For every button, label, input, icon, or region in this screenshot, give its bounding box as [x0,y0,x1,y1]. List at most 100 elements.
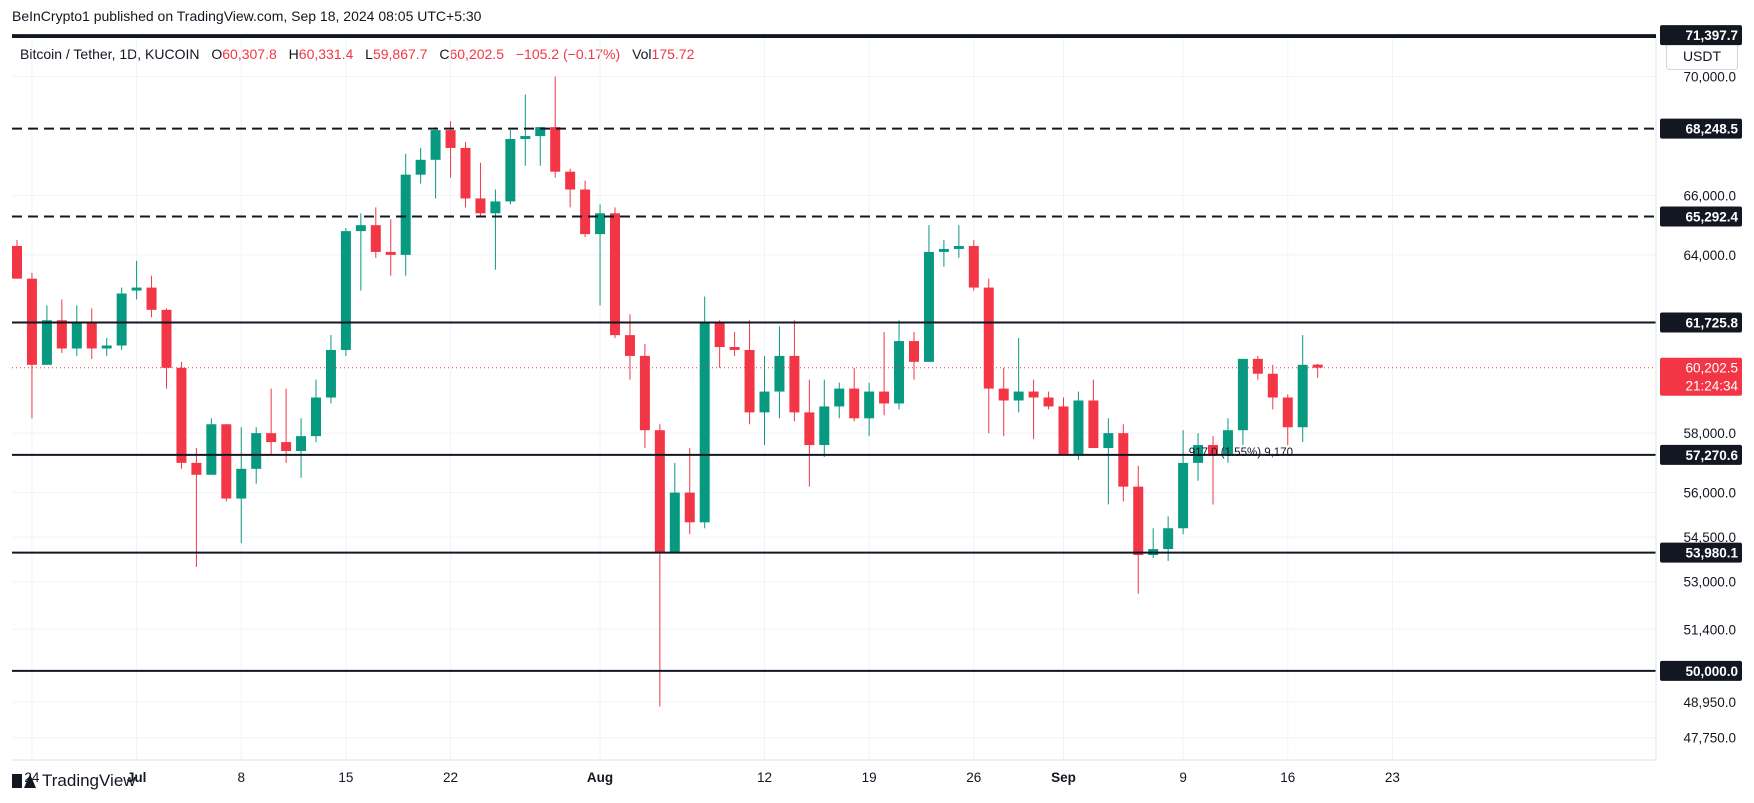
candle-body-down [849,388,860,419]
candle-body-up [1073,400,1084,454]
price-level-tag-label: 57,270.6 [1685,448,1738,463]
price-level-tag-label: 50,000.0 [1685,664,1738,679]
x-tick-label: 22 [443,770,458,785]
candle-body-down [385,251,396,255]
tradingview-logo-icon [12,774,36,788]
x-tick-label: 23 [1385,770,1400,785]
close-label: C [439,46,450,62]
candle-body-down [56,320,67,349]
price-level-tag [1660,118,1742,139]
candle-body-down [1252,358,1263,374]
candle-body-down [654,430,665,553]
price-level-tag [1660,660,1742,681]
x-tick-label: 9 [1179,770,1187,785]
y-tick-label: 66,000.0 [1683,188,1736,203]
candle-body-down [191,462,202,475]
candle-body-up [41,320,52,365]
x-tick-label: 15 [338,770,353,785]
candle-body-up [415,159,426,175]
price-level-tag-label: 61,725.8 [1685,315,1738,330]
candle-body-up [759,391,770,413]
candle-body-up [1163,528,1174,550]
candle-body-down [1058,406,1069,454]
candle-body-up [1297,364,1308,428]
candle-body-down [1088,400,1099,449]
candle-body-down [550,127,561,172]
candle-body-up [1237,358,1248,431]
candle-body-down [968,245,979,288]
candle-body-down [729,347,740,350]
tradingview-logo[interactable]: TradingView [12,771,136,791]
candle-body-down [1133,486,1144,555]
candle-body-up [490,201,501,214]
candle-body-up [325,349,336,398]
candle-body-down [580,189,591,235]
candle-body-up [340,231,351,350]
symbol-label[interactable]: Bitcoin / Tether, 1D, KUCOIN [20,46,200,62]
volume-value: 175.72 [651,46,695,62]
candle-body-down [445,130,456,148]
open-label: O [211,46,223,62]
price-level-tag [1660,312,1742,333]
candle-body-up [699,323,710,523]
candle-body-up [1013,391,1024,401]
candle-body-down [1267,373,1278,398]
x-tick-label: 8 [237,770,245,785]
candle-body-down [1282,397,1293,428]
y-tick-label: 53,000.0 [1683,575,1736,590]
volume-label: Vol [632,46,652,62]
candle-body-down [909,341,919,362]
candle-body-down [146,287,157,310]
candle-body-up [400,174,411,255]
price-level-tag-label: 53,980.1 [1685,546,1738,561]
candle-body-down [714,323,725,348]
candle-body-down [12,245,22,279]
candle-body-down [624,335,635,356]
candle-body-down [475,198,486,214]
candle-body-down [266,433,277,443]
candle-body-down [370,225,381,252]
candle-body-down [460,147,471,199]
candle-body-up [236,468,247,499]
price-level-tag-label: 65,292.4 [1685,209,1738,224]
candle-body-up [894,341,905,404]
candle-body-up [1178,462,1189,529]
candle-body-down [639,355,650,431]
x-tick-label: 16 [1280,770,1295,785]
y-tick-label: 51,400.0 [1683,622,1736,637]
candle-body-up [131,287,142,291]
chart-top-border [12,36,1656,38]
y-tick-label: 48,950.0 [1683,695,1736,710]
last-price-tag [1660,357,1742,396]
candle-body-up [595,213,606,235]
candle-body-down [789,355,800,413]
candle-body-up [834,388,845,407]
candle-body-down [879,391,890,404]
ohlc-legend: Bitcoin / Tether, 1D, KUCOIN O60,307.8 H… [20,46,702,62]
candle-body-down [565,171,576,190]
y-tick-label: 64,000.0 [1683,248,1736,263]
price-level-tag [1660,25,1742,46]
tradingview-brand-text: TradingView [42,771,136,790]
candle-body-down [176,367,187,463]
candle-body-up [505,139,516,202]
low-value: 59,867.7 [372,46,428,62]
candle-body-down [998,388,1009,401]
candle-body-down [744,349,755,413]
candle-body-down [221,424,232,499]
candle-body-up [355,225,366,232]
x-tick-label: 26 [966,770,981,785]
x-tick-label: 19 [862,770,877,785]
candle-body-up [116,293,127,346]
x-tick-label: Jul [127,770,147,785]
candle-body-up [669,492,680,553]
candle-body-down [1043,397,1054,407]
candle-body-down [1208,445,1218,454]
price-level-tag-label: 68,248.5 [1685,122,1738,137]
candle-body-up [535,127,546,137]
candle-body-up [430,130,441,160]
candle-body-down [983,287,994,389]
y-tick-label: 56,000.0 [1683,486,1736,501]
candle-body-up [1222,430,1233,454]
